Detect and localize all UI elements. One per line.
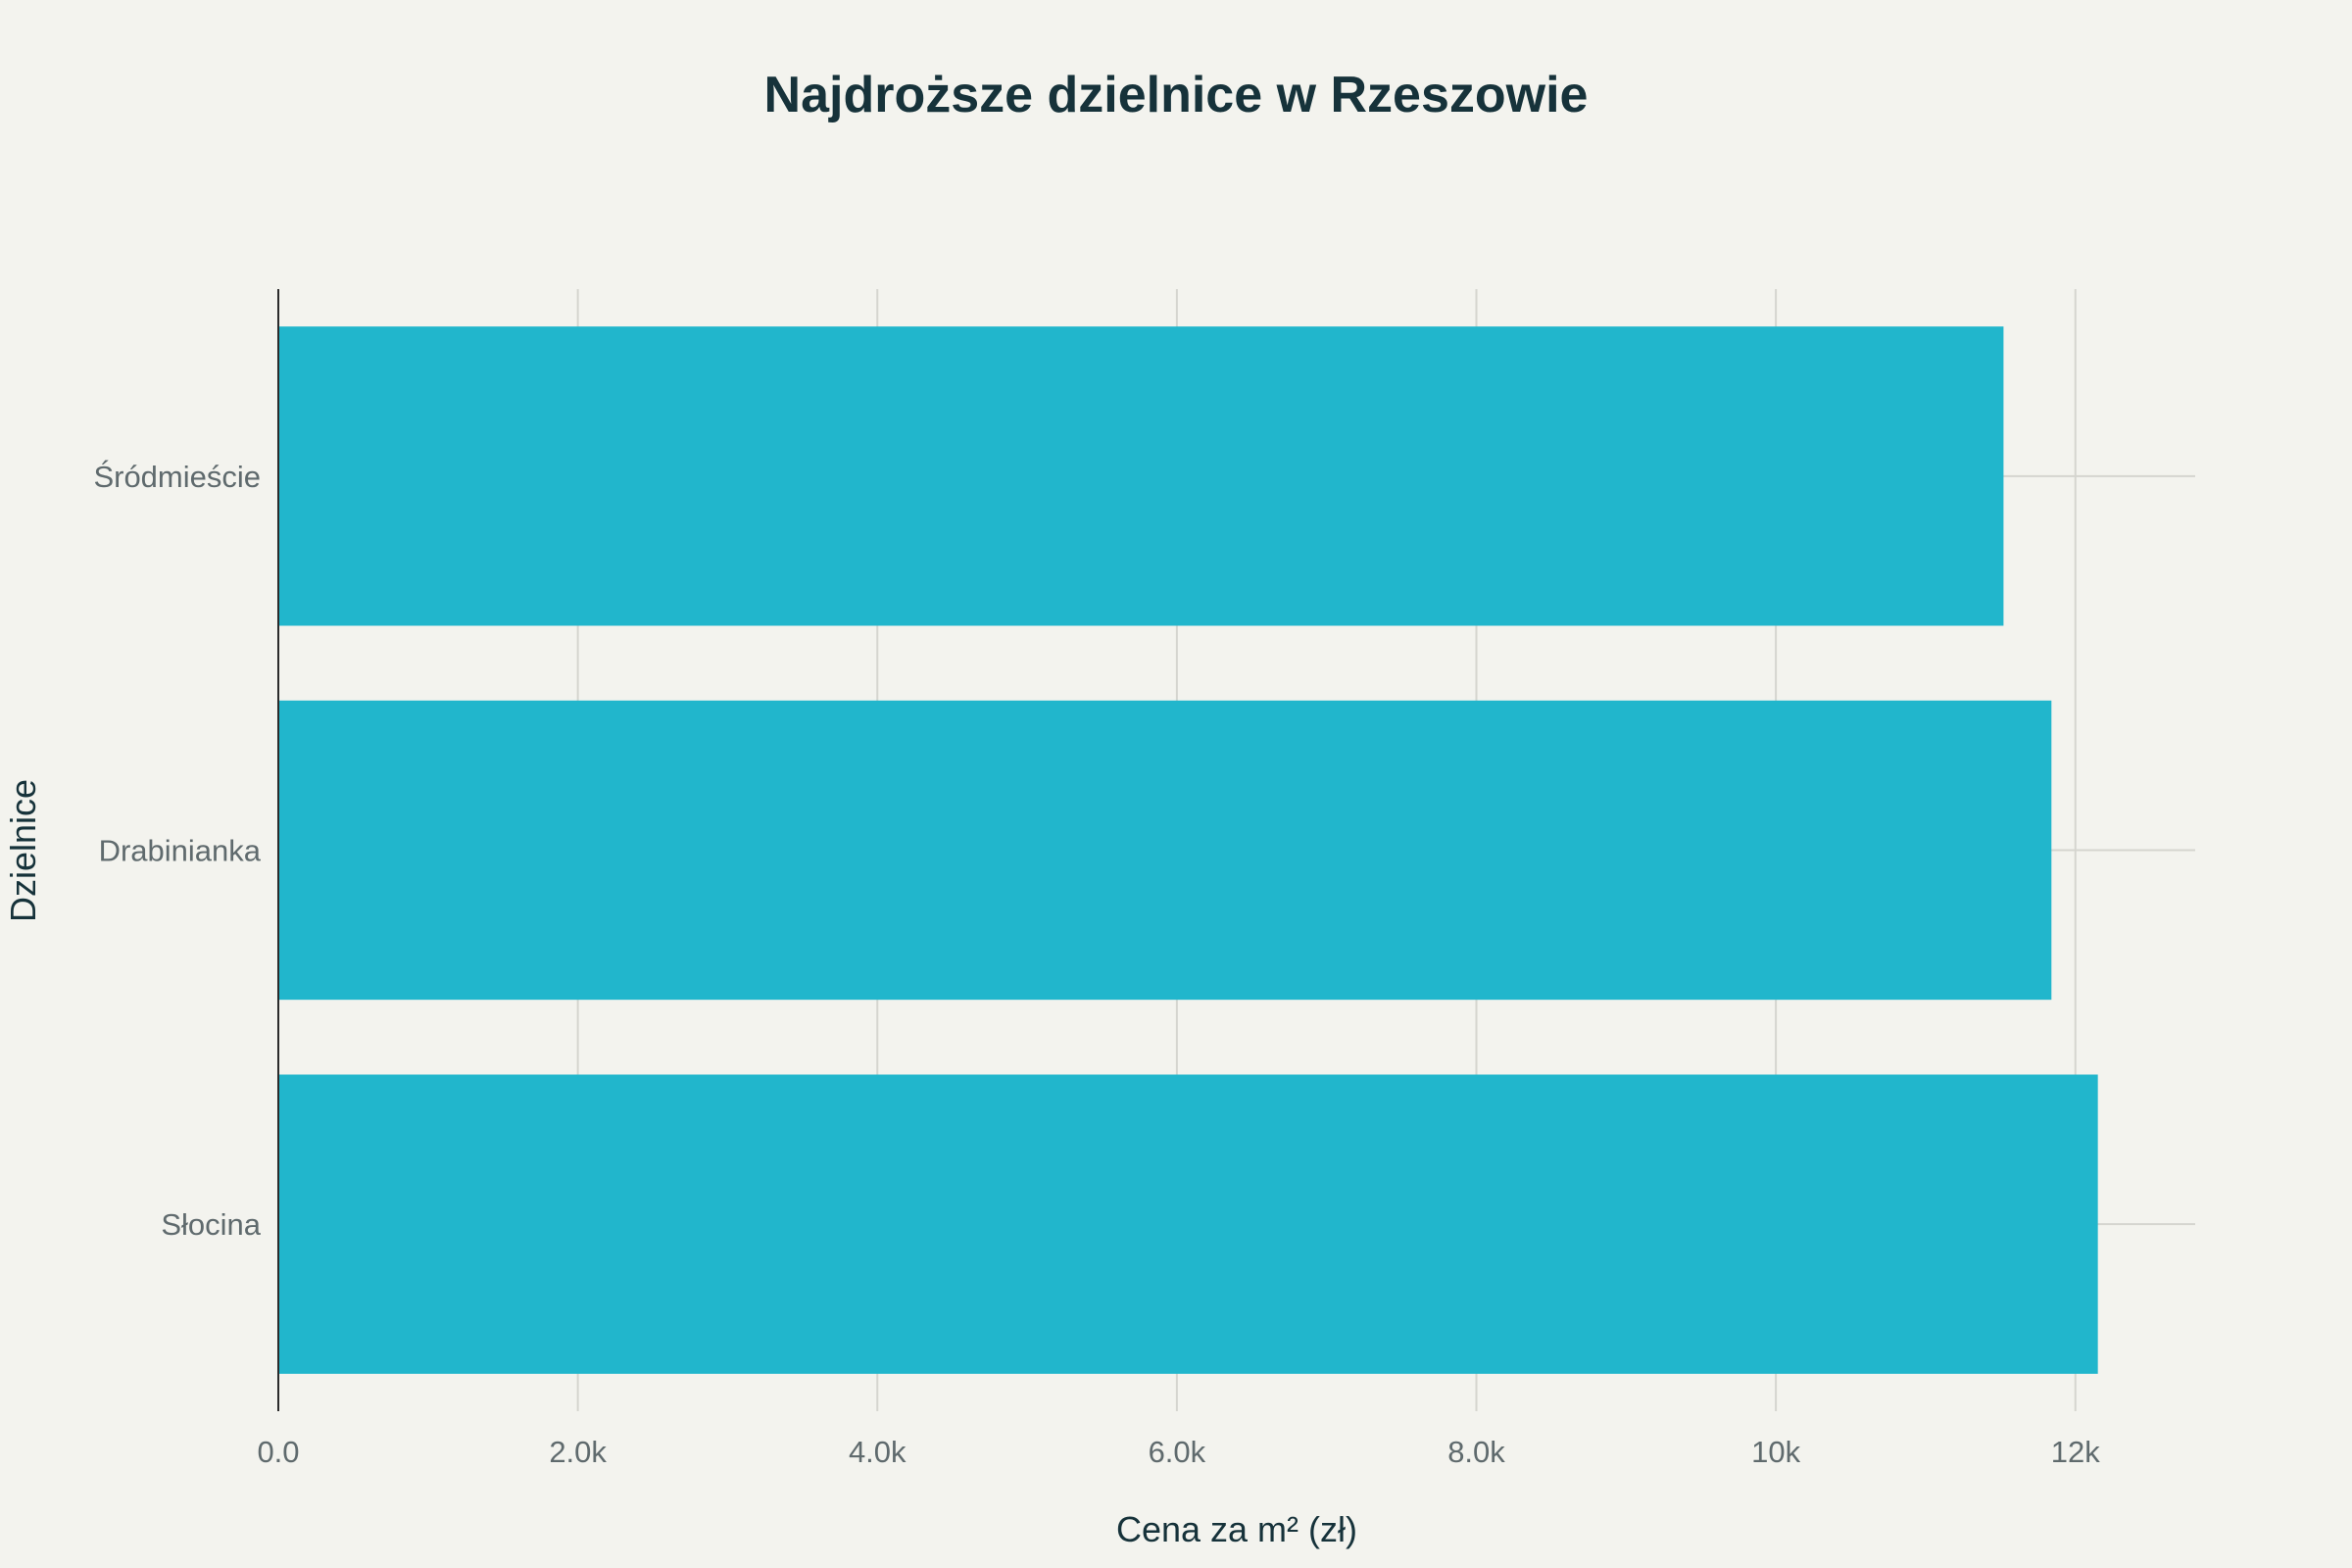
x-tick-label: 6.0k — [1149, 1435, 1206, 1469]
x-tick-label: 2.0k — [549, 1435, 607, 1469]
x-tick-label: 4.0k — [849, 1435, 906, 1469]
x-axis-title: Cena za m² (zł) — [1116, 1509, 1357, 1549]
y-axis-title: Dzielnice — [3, 779, 43, 922]
x-tick-label: 0.0 — [257, 1435, 299, 1469]
y-tick-label: Słocina — [161, 1207, 261, 1242]
bar — [278, 700, 2052, 1001]
y-tick-labels: Śródmieście Drabinianka Słocina — [93, 459, 261, 1242]
x-tick-label: 10k — [1751, 1435, 1800, 1469]
bar — [278, 326, 2004, 626]
x-tick-label: 12k — [2051, 1435, 2100, 1469]
bars — [278, 326, 2098, 1374]
x-tick-labels: 0.0 2.0k 4.0k 6.0k 8.0k 10k 12k — [257, 1435, 2100, 1469]
x-tick-label: 8.0k — [1447, 1435, 1505, 1469]
y-tick-label: Drabinianka — [99, 834, 262, 868]
chart-title: Najdroższe dzielnice w Rzeszowie — [764, 67, 1589, 123]
y-tick-label: Śródmieście — [93, 459, 261, 494]
bar — [278, 1074, 2098, 1374]
